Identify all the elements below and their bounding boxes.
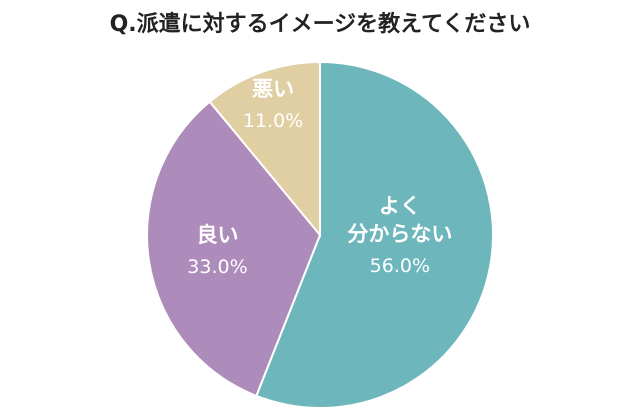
slice-label: 悪い [252, 76, 295, 101]
value-label: 56.0% [369, 255, 431, 278]
pie-slice [208, 60, 321, 238]
pie-slice [146, 100, 322, 398]
value-label: 11.0% [242, 109, 304, 132]
slice-label: よく 分からない [347, 194, 453, 247]
value-label: 33.0% [187, 256, 248, 279]
chart-title: Q.派遣に対するイメージを教えてください [109, 12, 531, 37]
pie-slice [255, 60, 494, 409]
slice-label: 良い [196, 223, 239, 248]
